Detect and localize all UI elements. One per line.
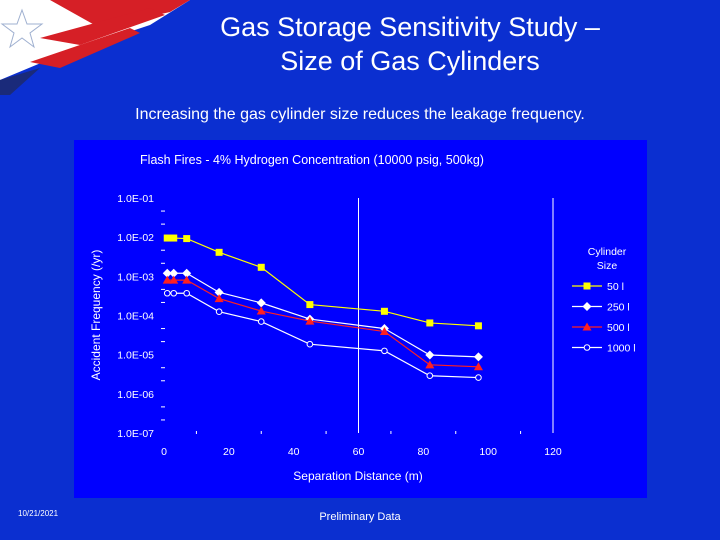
y-tick-label: 1.0E-04 bbox=[117, 311, 154, 323]
data-point bbox=[183, 235, 191, 243]
data-point bbox=[163, 234, 171, 242]
data-point bbox=[214, 287, 224, 297]
chart-y-axis-label: Accident Frequency (/yr) bbox=[89, 250, 103, 381]
y-tick-label: 1.0E-05 bbox=[117, 350, 154, 362]
data-point bbox=[256, 306, 266, 315]
chart-legend: 50 l 250 l 500 l 1000 l bbox=[572, 281, 636, 355]
y-tick-label: 1.0E-02 bbox=[117, 232, 154, 244]
data-point bbox=[170, 234, 178, 242]
data-point bbox=[170, 289, 178, 297]
y-tick-label: 1.0E-03 bbox=[117, 271, 154, 283]
data-point bbox=[163, 289, 171, 297]
x-tick-label: 100 bbox=[479, 446, 497, 458]
data-point bbox=[215, 248, 223, 256]
title-line-2: Size of Gas Cylinders bbox=[280, 46, 540, 76]
data-point bbox=[182, 268, 192, 278]
data-point bbox=[182, 275, 192, 284]
legend-marker bbox=[582, 302, 592, 311]
data-point bbox=[306, 301, 314, 309]
chart-x-axis-label: Separation Distance (m) bbox=[293, 469, 422, 483]
x-tick-label: 20 bbox=[223, 446, 235, 458]
slide-title: Gas Storage Sensitivity Study – Size of … bbox=[150, 10, 670, 78]
legend-label: 1000 l bbox=[607, 343, 636, 355]
preliminary-note: Preliminary Data bbox=[319, 511, 401, 523]
data-point bbox=[257, 263, 265, 271]
data-point bbox=[475, 374, 482, 381]
slide-date: 10/21/2021 bbox=[18, 509, 59, 518]
data-point bbox=[305, 316, 315, 325]
legend-label: 50 l bbox=[607, 281, 624, 293]
data-point bbox=[473, 362, 483, 371]
frequency-chart: Flash Fires - 4% Hydrogen Concentration … bbox=[74, 140, 647, 498]
data-point bbox=[183, 289, 190, 297]
data-point bbox=[162, 275, 172, 284]
data-point bbox=[169, 268, 179, 278]
x-tick-label: 80 bbox=[417, 446, 429, 458]
legend-marker bbox=[583, 344, 591, 351]
x-tick-label: 40 bbox=[288, 446, 300, 458]
data-point bbox=[380, 307, 388, 315]
chart-title: Flash Fires - 4% Hydrogen Concentration … bbox=[140, 153, 484, 167]
flag-logo bbox=[0, 0, 190, 95]
plot-layer: 1.0E-01 1.0E-02 1.0E-03 1.0E-04 1.0E-05 1.0E-… bbox=[117, 193, 562, 458]
legend-title-line-2: Size bbox=[597, 260, 618, 272]
y-tick-label: 1.0E-01 bbox=[117, 193, 154, 205]
data-point bbox=[214, 294, 224, 303]
legend-title: Cylinder bbox=[588, 246, 627, 258]
legend-label: 250 l bbox=[607, 302, 630, 314]
data-point bbox=[257, 318, 265, 325]
y-tick-label: 1.0E-07 bbox=[117, 428, 154, 440]
chart-background bbox=[74, 140, 647, 498]
data-point bbox=[381, 347, 388, 355]
data-point bbox=[379, 327, 389, 336]
data-point bbox=[425, 360, 435, 369]
data-point bbox=[425, 350, 435, 360]
y-tick-label: 1.0E-06 bbox=[117, 389, 154, 401]
data-point bbox=[426, 372, 434, 380]
x-tick-label: 0 bbox=[161, 446, 167, 458]
legend-marker bbox=[582, 322, 592, 331]
legend-marker bbox=[583, 282, 591, 290]
data-point bbox=[426, 319, 434, 327]
slide-subtitle: Increasing the gas cylinder size reduces… bbox=[135, 106, 585, 123]
data-point bbox=[162, 268, 172, 278]
data-point bbox=[306, 340, 314, 348]
x-tick-label: 60 bbox=[353, 446, 365, 458]
data-point bbox=[256, 298, 266, 308]
title-line-1: Gas Storage Sensitivity Study – bbox=[220, 12, 600, 42]
x-tick-label: 120 bbox=[544, 446, 562, 458]
data-point bbox=[169, 275, 179, 284]
data-point bbox=[474, 322, 482, 330]
data-point bbox=[473, 352, 483, 362]
legend-label: 500 l bbox=[607, 322, 630, 334]
data-point bbox=[215, 308, 223, 316]
